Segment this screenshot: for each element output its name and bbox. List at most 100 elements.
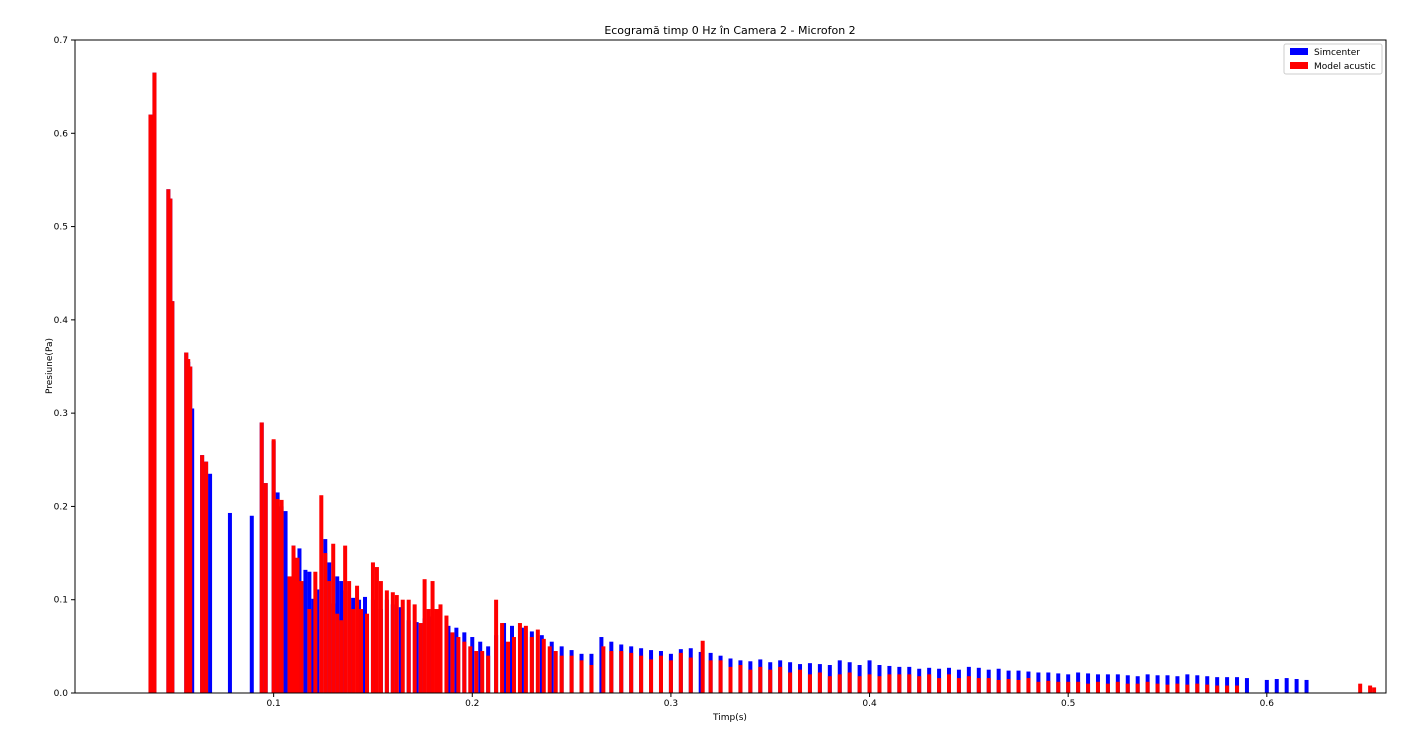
simcenter-bar-111 bbox=[1086, 673, 1091, 693]
simcenter-bar-131 bbox=[1294, 679, 1299, 693]
model-acustic-bar-63 bbox=[535, 629, 540, 693]
model-acustic-bar-105 bbox=[937, 678, 942, 693]
model-acustic-bar-125 bbox=[1135, 683, 1140, 693]
model-acustic-bar-132 bbox=[1205, 684, 1210, 693]
model-acustic-bar-49 bbox=[450, 632, 455, 693]
model-acustic-bar-31 bbox=[359, 609, 364, 693]
model-acustic-bar-95 bbox=[837, 674, 842, 693]
model-acustic-bar-107 bbox=[956, 678, 961, 693]
model-acustic-bar-121 bbox=[1095, 681, 1100, 693]
simcenter-bar-121 bbox=[1185, 674, 1190, 693]
model-acustic-bar-47 bbox=[438, 604, 443, 693]
model-acustic-bar-76 bbox=[649, 659, 654, 693]
model-acustic-bar-48 bbox=[444, 615, 449, 693]
y-axis-ticks: 0.0 0.1 0.2 0.3 0.4 0.5 0.6 0.7 bbox=[54, 36, 75, 699]
simcenter-bar-132 bbox=[1304, 679, 1309, 693]
model-acustic-bar-67 bbox=[559, 655, 564, 693]
model-acustic-bar-1 bbox=[152, 72, 157, 693]
model-acustic-bar-116 bbox=[1046, 680, 1051, 693]
x-axis-ticks: 0.1 0.2 0.3 0.4 0.5 0.6 bbox=[266, 693, 1274, 709]
model-acustic-bar-50 bbox=[456, 637, 461, 693]
model-acustic-bar-104 bbox=[927, 674, 932, 693]
y-tick-label-5: 0.5 bbox=[54, 223, 68, 233]
model-acustic-bar-77 bbox=[658, 655, 663, 693]
model-acustic-bar-115 bbox=[1036, 681, 1041, 693]
legend-swatch-simcenter bbox=[1290, 48, 1308, 55]
model-acustic-bar-17 bbox=[295, 557, 300, 693]
legend-box bbox=[1283, 43, 1383, 75]
model-acustic-bar-65 bbox=[547, 646, 552, 693]
model-acustic-bar-74 bbox=[629, 652, 634, 693]
x-tick-label-4: 0.5 bbox=[1061, 699, 1075, 709]
x-tick-label-2: 0.3 bbox=[664, 699, 678, 709]
model-acustic-bar-35 bbox=[378, 581, 383, 693]
model-acustic-bar-88 bbox=[768, 669, 773, 693]
x-tick-label-3: 0.4 bbox=[862, 699, 877, 709]
model-acustic-bar-93 bbox=[817, 672, 822, 693]
model-acustic-bar-129 bbox=[1175, 683, 1180, 693]
simcenter-bar-127 bbox=[1244, 678, 1249, 693]
y-tick-label-0: 0.0 bbox=[54, 689, 69, 699]
simcenter-bar-12 bbox=[227, 512, 232, 693]
legend-label-model-acustic: Model acustic bbox=[1314, 62, 1376, 72]
model-acustic-bar-9 bbox=[204, 461, 209, 693]
model-acustic-bar-22 bbox=[323, 553, 328, 693]
model-acustic-bar-113 bbox=[1016, 679, 1021, 693]
x-tick-label-0: 0.1 bbox=[266, 699, 280, 709]
model-acustic-bar-70 bbox=[589, 665, 594, 693]
plot-frame bbox=[74, 39, 1387, 694]
model-acustic-bar-32 bbox=[365, 613, 369, 693]
model-acustic-bar-99 bbox=[877, 676, 882, 693]
model-acustic-bar-137 bbox=[1368, 685, 1373, 693]
simcenter-bar-22 bbox=[303, 569, 308, 693]
model-acustic-bar-51 bbox=[462, 641, 467, 693]
model-acustic-bar-43 bbox=[422, 579, 427, 693]
model-acustic-bar-82 bbox=[708, 660, 713, 693]
model-acustic-bar-108 bbox=[966, 676, 971, 693]
model-acustic-bar-138 bbox=[1372, 687, 1377, 693]
model-acustic-bar-75 bbox=[639, 655, 644, 693]
model-acustic-bar-61 bbox=[523, 625, 528, 693]
model-acustic-bar-25 bbox=[335, 613, 340, 693]
model-acustic-bar-79 bbox=[678, 652, 683, 693]
y-axis-label: Presiune(Pa) bbox=[45, 338, 55, 394]
model-acustic-bar-53 bbox=[474, 651, 479, 693]
model-acustic-bar-117 bbox=[1056, 681, 1061, 693]
model-acustic-bar-120 bbox=[1086, 683, 1091, 693]
model-acustic-series bbox=[148, 72, 1377, 693]
model-acustic-bar-72 bbox=[609, 651, 614, 693]
model-acustic-bar-15 bbox=[287, 576, 292, 693]
simcenter-bar-125 bbox=[1225, 677, 1230, 693]
model-acustic-bar-130 bbox=[1185, 684, 1190, 693]
model-acustic-bar-7 bbox=[188, 366, 193, 693]
model-acustic-bar-0 bbox=[148, 114, 153, 693]
model-acustic-bar-78 bbox=[668, 660, 673, 693]
simcenter-bar-13 bbox=[249, 515, 254, 693]
simcenter-bar-128 bbox=[1264, 679, 1269, 693]
model-acustic-bar-39 bbox=[400, 599, 405, 693]
model-acustic-bar-24 bbox=[331, 543, 336, 693]
y-tick-label-3: 0.3 bbox=[54, 409, 68, 419]
model-acustic-bar-135 bbox=[1235, 685, 1240, 693]
model-acustic-bar-23 bbox=[327, 581, 332, 693]
simcenter-bar-124 bbox=[1215, 677, 1220, 693]
model-acustic-bar-26 bbox=[339, 620, 344, 693]
x-tick-label-1: 0.2 bbox=[465, 699, 479, 709]
model-acustic-bar-106 bbox=[947, 674, 951, 693]
chart-title: Ecogramă timp 0 Hz în Camera 2 - Microfo… bbox=[604, 24, 855, 37]
model-acustic-bar-69 bbox=[579, 660, 584, 693]
model-acustic-bar-114 bbox=[1026, 678, 1031, 693]
model-acustic-bar-12 bbox=[271, 439, 276, 693]
model-acustic-bar-20 bbox=[313, 571, 318, 693]
model-acustic-bar-71 bbox=[601, 646, 606, 693]
model-acustic-bar-59 bbox=[511, 637, 516, 693]
model-acustic-bar-14 bbox=[279, 499, 284, 693]
model-acustic-bar-34 bbox=[374, 567, 379, 693]
model-acustic-bar-86 bbox=[748, 669, 753, 693]
model-acustic-bar-21 bbox=[319, 495, 324, 693]
model-acustic-bar-100 bbox=[887, 674, 892, 693]
simcenter-bar-126 bbox=[1235, 677, 1240, 693]
model-acustic-bar-45 bbox=[430, 581, 435, 693]
model-acustic-bar-27 bbox=[343, 545, 348, 693]
